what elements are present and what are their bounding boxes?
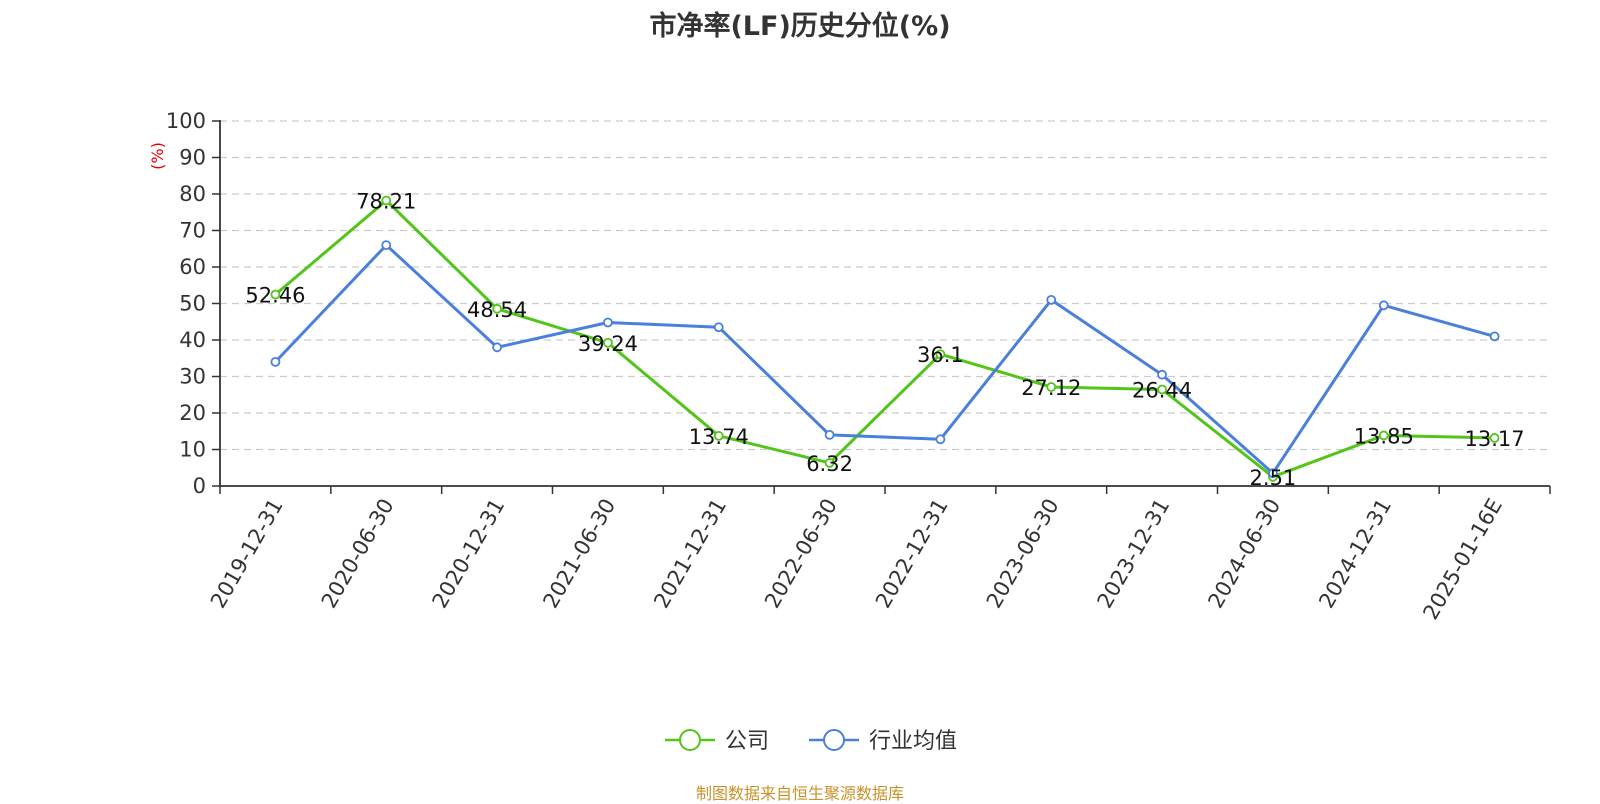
- data-label: 13.17: [1465, 427, 1525, 451]
- y-tick-label: 20: [179, 401, 206, 425]
- x-tick-label: 2019-12-31: [206, 495, 288, 613]
- series-points: [270, 195, 1500, 482]
- data-label: 2.51: [1250, 466, 1297, 490]
- legend-marker: [679, 729, 701, 751]
- x-axis-ticks: 2019-12-31 2020-06-30 2020-12-31 2021-06-30…: [206, 486, 1551, 624]
- data-label: 13.85: [1354, 424, 1414, 448]
- x-tick-label: 2025-01-16E: [1418, 495, 1506, 624]
- x-tick-label: 2021-12-31: [649, 495, 731, 613]
- data-label: 26.44: [1132, 378, 1192, 402]
- y-axis-ticks: 0 10 20 30 40 50 60 70 80 90 100: [166, 109, 220, 498]
- gridlines: [220, 120, 1550, 451]
- y-tick-label: 100: [166, 109, 206, 133]
- data-label: 39.24: [578, 332, 638, 356]
- data-point-1: [1378, 300, 1389, 311]
- y-tick-label: 30: [179, 365, 206, 389]
- series-lines: [274, 199, 1496, 479]
- y-tick-label: 90: [179, 146, 206, 170]
- data-point-1: [270, 356, 281, 367]
- data-label: 78.21: [356, 190, 416, 214]
- data-point-1: [492, 342, 502, 353]
- x-tick-label: 2024-06-30: [1203, 495, 1285, 613]
- data-point-0: [270, 289, 281, 300]
- x-tick-label: 2022-12-31: [871, 495, 953, 613]
- data-point-1: [1046, 294, 1057, 305]
- data-point-0: [935, 349, 946, 360]
- y-axis-unit: (%): [148, 142, 167, 170]
- y-tick-label: 0: [193, 474, 206, 498]
- y-tick-label: 10: [179, 438, 206, 462]
- data-point-0: [824, 458, 835, 468]
- source-note: 制图数据来自恒生聚源数据库: [695, 784, 904, 803]
- data-point-0: [1378, 430, 1389, 441]
- series-line-1: [274, 243, 1496, 475]
- data-label: 13.74: [689, 425, 749, 449]
- data-label: 27.12: [1021, 376, 1081, 400]
- legend: 公司 行业均值: [665, 729, 957, 754]
- chart-title: 市净率(LF)历史分位(%): [649, 11, 951, 42]
- series-line-0: [274, 199, 1495, 479]
- data-point-0: [1489, 433, 1500, 443]
- data-label: 36.1: [917, 343, 964, 367]
- data-point-0: [381, 195, 392, 206]
- x-tick-label: 2021-06-30: [538, 495, 620, 613]
- x-tick-label: 2023-12-31: [1093, 495, 1175, 613]
- x-tick-label: 2020-12-31: [428, 495, 510, 613]
- x-tick-label: 2023-06-30: [982, 495, 1064, 613]
- data-label: 48.54: [467, 298, 527, 322]
- data-point-0: [713, 430, 724, 441]
- data-point-1: [824, 429, 835, 440]
- data-point-0: [1157, 384, 1167, 395]
- y-tick-label: 80: [179, 182, 206, 206]
- data-point-1: [935, 434, 946, 445]
- data-label: 6.32: [806, 452, 853, 476]
- data-point-0: [492, 303, 502, 314]
- data-point-1: [713, 322, 724, 333]
- data-labels: 52.46 78.21 48.54 39.24 13.74 6.32 36.1 27.12 26…: [245, 190, 1524, 490]
- legend-label: 行业均值: [869, 729, 957, 754]
- x-tick-label: 2022-06-30: [760, 495, 842, 613]
- x-tick-label: 2024-12-31: [1314, 495, 1396, 613]
- y-tick-label: 70: [179, 219, 206, 243]
- legend-marker: [823, 729, 846, 751]
- data-point-0: [1046, 382, 1057, 392]
- x-tick-label: 2020-06-30: [317, 495, 399, 613]
- data-point-1: [381, 240, 392, 251]
- y-tick-label: 60: [179, 255, 206, 279]
- legend-label: 公司: [725, 729, 769, 754]
- data-point-0: [603, 337, 613, 348]
- y-tick-label: 40: [179, 328, 206, 352]
- data-point-1: [1489, 331, 1500, 342]
- data-point-1: [1268, 468, 1278, 479]
- data-point-1: [603, 317, 613, 328]
- data-point-1: [1157, 369, 1167, 380]
- y-tick-label: 50: [179, 292, 206, 316]
- data-label: 52.46: [245, 284, 305, 308]
